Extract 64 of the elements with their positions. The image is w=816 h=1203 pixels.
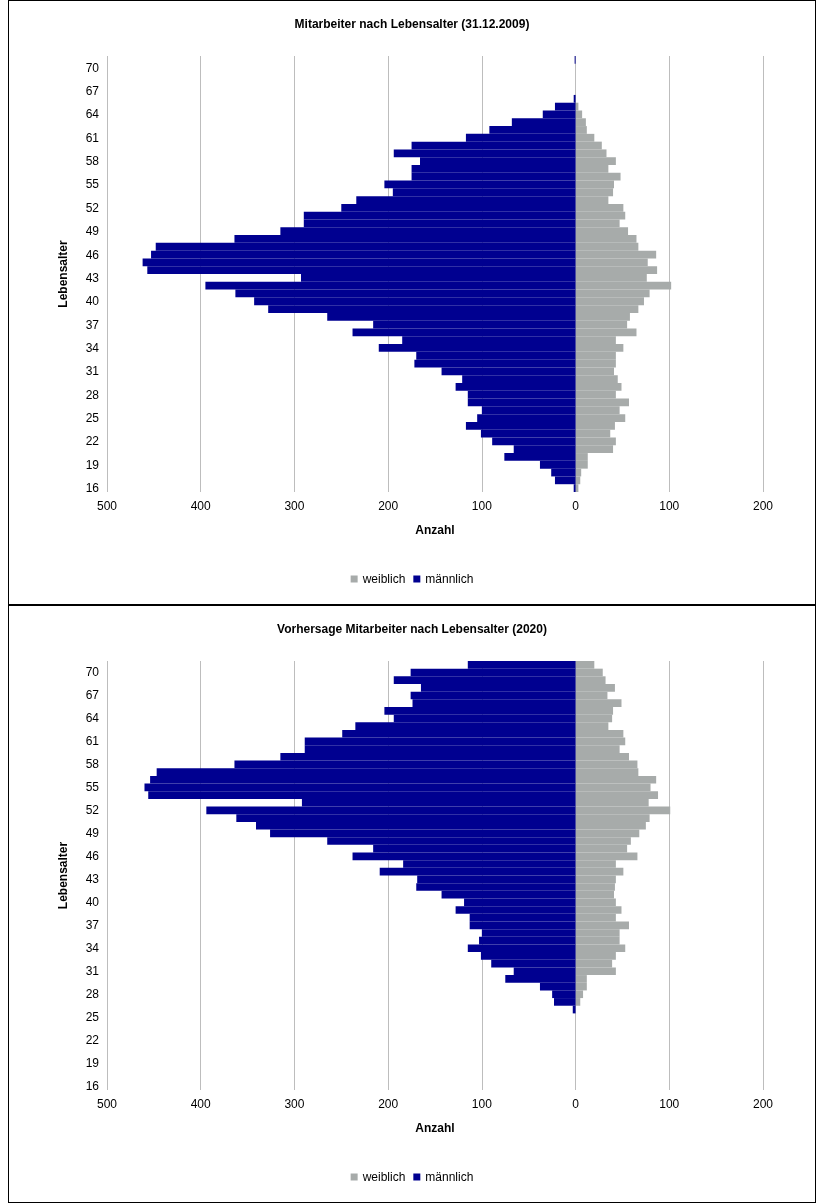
y-tick-label: 28 (85, 987, 100, 1002)
x-tick-label: 400 (190, 499, 212, 513)
x-tick-label: 200 (752, 1097, 774, 1111)
chart-title: Mitarbeiter nach Lebensalter (31.12.2009) (294, 17, 530, 31)
x-tick-label: 0 (572, 1097, 580, 1111)
legend-label: männlich (425, 572, 474, 586)
x-tick-label: 100 (659, 1097, 680, 1111)
x-tick-label: 100 (471, 1097, 493, 1111)
y-tick-label: 31 (85, 964, 100, 979)
x-tick-label: 500 (96, 499, 118, 513)
y-tick-label: 37 (85, 918, 100, 933)
x-tick-label: 100 (659, 499, 680, 513)
y-tick-label: 34 (85, 340, 100, 355)
x-axis-title: Anzahl (415, 523, 455, 537)
x-tick-label: 200 (378, 499, 399, 513)
y-tick-label: 58 (85, 757, 100, 772)
x-tick-label: 300 (284, 1097, 305, 1111)
legend-label: männlich (425, 1170, 474, 1184)
x-tick-label: 200 (378, 1097, 399, 1111)
x-tick-label: 200 (752, 499, 774, 513)
y-tick-label: 28 (85, 387, 100, 402)
y-tick-label: 37 (85, 317, 100, 332)
y-tick-label: 64 (85, 711, 100, 726)
y-tick-label: 55 (85, 177, 100, 192)
x-axis-title: Anzahl (415, 1121, 455, 1135)
x-tick-label: 100 (471, 499, 493, 513)
y-tick-label: 19 (85, 1056, 100, 1071)
y-tick-label: 31 (85, 364, 100, 379)
x-tick-label: 400 (190, 1097, 212, 1111)
y-tick-label: 64 (85, 107, 100, 122)
y-tick-label: 52 (85, 200, 100, 215)
y-tick-label: 16 (85, 1079, 100, 1094)
y-tick-label: 43 (85, 872, 100, 887)
y-tick-label: 58 (85, 154, 100, 169)
y-tick-label: 22 (85, 1033, 100, 1048)
legend-label: weiblich (361, 1170, 406, 1184)
x-tick-label: 0 (572, 499, 580, 513)
y-tick-label: 61 (85, 130, 100, 145)
y-tick-label: 22 (85, 434, 100, 449)
y-tick-label: 25 (85, 1010, 100, 1025)
y-tick-label: 16 (85, 481, 100, 496)
y-tick-label: 46 (85, 247, 100, 262)
y-tick-label: 52 (85, 803, 100, 818)
x-tick-label: 500 (96, 1097, 118, 1111)
y-tick-label: 67 (85, 688, 100, 703)
y-tick-label: 55 (85, 780, 100, 795)
y-tick-label: 46 (85, 849, 100, 864)
chart-title: Vorhersage Mitarbeiter nach Lebensalter (2020) (277, 622, 547, 636)
x-tick-label: 300 (284, 499, 305, 513)
y-axis-title: Lebensalter (56, 841, 70, 910)
y-tick-label: 25 (85, 411, 100, 426)
legend-label: weiblich (361, 572, 406, 586)
y-tick-label: 43 (85, 270, 100, 285)
y-tick-label: 40 (85, 895, 100, 910)
y-tick-label: 49 (85, 826, 100, 841)
y-tick-label: 70 (85, 665, 100, 680)
y-tick-label: 61 (85, 734, 100, 749)
y-tick-label: 67 (85, 84, 100, 99)
y-tick-label: 19 (85, 457, 100, 472)
y-tick-label: 70 (85, 60, 100, 75)
y-tick-label: 34 (85, 941, 100, 956)
y-axis-title: Lebensalter (56, 239, 70, 308)
y-tick-label: 40 (85, 294, 100, 309)
y-tick-label: 49 (85, 224, 100, 239)
